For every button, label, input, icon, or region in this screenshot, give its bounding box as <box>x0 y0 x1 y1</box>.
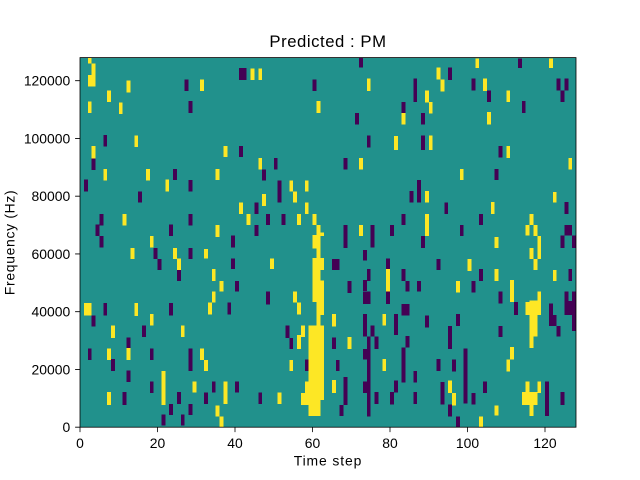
svg-text:100000: 100000 <box>24 130 71 146</box>
svg-text:100: 100 <box>456 435 479 451</box>
svg-text:0: 0 <box>62 419 70 435</box>
svg-text:40000: 40000 <box>32 304 71 320</box>
svg-text:40: 40 <box>227 435 243 451</box>
svg-text:80000: 80000 <box>32 188 71 204</box>
svg-text:Time step: Time step <box>294 453 363 469</box>
svg-text:20000: 20000 <box>32 361 71 377</box>
svg-text:0: 0 <box>76 435 84 451</box>
svg-text:120000: 120000 <box>24 73 71 89</box>
svg-text:20: 20 <box>150 435 166 451</box>
svg-text:80: 80 <box>382 435 398 451</box>
svg-text:120: 120 <box>533 435 556 451</box>
svg-text:Predicted : PM: Predicted : PM <box>269 32 386 51</box>
svg-text:60: 60 <box>305 435 321 451</box>
svg-text:60000: 60000 <box>32 246 71 262</box>
svg-text:Frequency (Hz): Frequency (Hz) <box>2 190 18 296</box>
